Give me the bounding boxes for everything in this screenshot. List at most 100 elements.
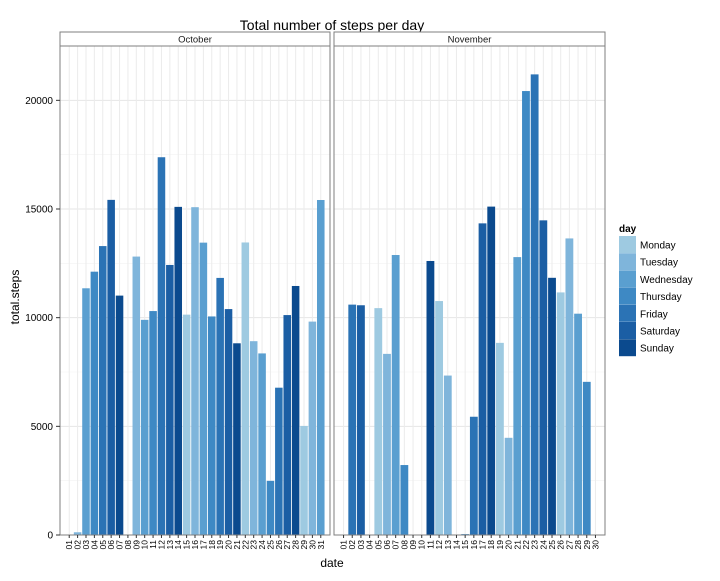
legend-key xyxy=(619,304,636,322)
bar-november-16 xyxy=(469,416,478,535)
legend-key xyxy=(619,322,636,339)
facet-panel-october: October010203040506070809101112131415161… xyxy=(59,31,331,550)
bar-october-07 xyxy=(115,295,124,535)
x-tick-label: 22 xyxy=(521,540,531,550)
bar-november-11 xyxy=(426,260,435,535)
bar-november-06 xyxy=(383,353,391,535)
x-tick-label: 27 xyxy=(282,540,292,550)
legend: day Monday Tuesday Wednesday Thursday Friday… xyxy=(619,224,693,357)
legend-entry-sunday: Sunday xyxy=(619,339,674,357)
x-tick-label: 29 xyxy=(582,540,592,550)
bar-november-21 xyxy=(513,257,522,535)
bar-november-13 xyxy=(443,375,452,535)
y-tick-label: 10000 xyxy=(25,313,53,324)
x-tick-label: 20 xyxy=(224,540,234,550)
x-tick-label: 04 xyxy=(89,540,99,550)
bar-november-25 xyxy=(548,277,556,535)
legend-label: Friday xyxy=(640,309,668,320)
legend-entry-wednesday: Wednesday xyxy=(619,270,693,288)
legend-label: Thursday xyxy=(640,292,682,303)
bar-october-17 xyxy=(199,242,208,536)
x-tick-label: 16 xyxy=(190,540,200,550)
bar-october-14 xyxy=(174,206,183,536)
x-tick-label: 05 xyxy=(373,540,383,550)
y-axis-title: total.steps xyxy=(8,270,22,325)
x-tick-label: 15 xyxy=(460,540,470,550)
bar-november-07 xyxy=(391,255,400,535)
x-tick-label: 11 xyxy=(148,540,158,549)
bar-november-08 xyxy=(400,465,409,535)
legend-title: day xyxy=(619,224,637,235)
bar-november-18 xyxy=(487,206,496,536)
x-tick-label: 28 xyxy=(291,540,301,550)
x-tick-label: 21 xyxy=(232,540,242,550)
x-tick-label: 09 xyxy=(408,540,418,550)
y-tick-label: 15000 xyxy=(25,205,53,216)
x-tick-label: 02 xyxy=(347,540,357,550)
x-tick-label: 12 xyxy=(434,540,444,550)
bar-november-12 xyxy=(435,301,444,535)
x-tick-label: 02 xyxy=(73,540,83,550)
x-tick-label: 20 xyxy=(504,540,514,550)
legend-key xyxy=(619,339,636,357)
x-tick-label: 05 xyxy=(98,540,108,550)
legend-label: Sunday xyxy=(640,344,674,355)
x-tick-label: 17 xyxy=(198,540,208,550)
bar-november-22 xyxy=(522,91,530,536)
strip-label: November xyxy=(448,35,492,46)
legend-key xyxy=(619,236,636,253)
x-tick-label: 23 xyxy=(249,540,259,550)
x-tick-label: 26 xyxy=(556,540,566,550)
x-tick-label: 13 xyxy=(165,540,175,550)
x-tick-label: 01 xyxy=(339,540,349,550)
bar-october-27 xyxy=(283,315,292,535)
x-tick-label: 14 xyxy=(451,540,461,550)
x-tick-label: 11 xyxy=(425,540,435,549)
bar-november-20 xyxy=(504,437,513,535)
bar-october-12 xyxy=(157,157,166,535)
bar-october-16 xyxy=(191,207,199,536)
strip-background xyxy=(333,31,606,47)
x-tick-label: 18 xyxy=(207,540,217,550)
x-tick-label: 07 xyxy=(115,540,125,550)
bar-october-29 xyxy=(300,425,308,535)
legend-key xyxy=(619,270,636,288)
x-tick-label: 18 xyxy=(486,540,496,550)
x-tick-label: 25 xyxy=(547,540,557,550)
legend-label: Saturday xyxy=(640,327,680,338)
x-tick-label: 19 xyxy=(215,540,225,550)
x-tick-label: 30 xyxy=(590,540,600,550)
bar-october-13 xyxy=(166,264,174,535)
legend-entry-tuesday: Tuesday xyxy=(619,253,678,271)
x-tick-label: 14 xyxy=(173,540,183,550)
bar-november-24 xyxy=(539,220,548,536)
bar-october-25 xyxy=(266,480,275,535)
bar-october-26 xyxy=(275,387,283,535)
y-tick-label: 0 xyxy=(47,531,53,542)
bar-november-02 xyxy=(348,304,357,535)
x-tick-label: 08 xyxy=(399,540,409,550)
bar-october-06 xyxy=(107,199,115,535)
bar-november-23 xyxy=(530,74,539,536)
x-tick-label: 06 xyxy=(106,540,116,550)
legend-entry-thursday: Thursday xyxy=(619,287,682,305)
x-tick-label: 30 xyxy=(307,540,317,550)
x-tick-label: 23 xyxy=(530,540,540,550)
bar-october-03 xyxy=(82,288,90,535)
bar-october-22 xyxy=(241,242,250,535)
bar-november-27 xyxy=(565,238,574,535)
x-tick-label: 15 xyxy=(182,540,192,550)
strip-label: October xyxy=(178,35,212,46)
legend-entry-friday: Friday xyxy=(619,304,668,322)
bar-november-28 xyxy=(574,313,582,535)
legend-label: Tuesday xyxy=(640,258,678,269)
x-tick-label: 09 xyxy=(131,540,141,550)
bar-october-24 xyxy=(258,353,266,535)
bar-november-03 xyxy=(357,305,365,535)
x-tick-label: 01 xyxy=(64,540,74,550)
legend-entry-saturday: Saturday xyxy=(619,322,680,339)
legend-entry-monday: Monday xyxy=(619,236,676,253)
bar-october-10 xyxy=(140,319,149,535)
x-tick-label: 03 xyxy=(81,540,91,550)
